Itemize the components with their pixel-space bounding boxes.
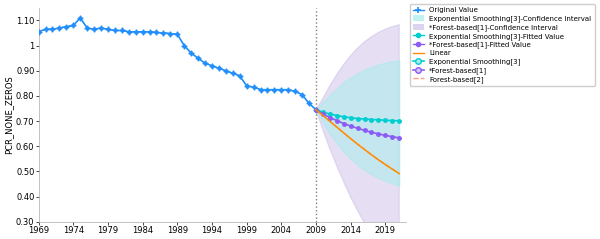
Legend: Original Value, Exponential Smoothing[3]-Confidence Interval, *Forest-based[1]-C: Original Value, Exponential Smoothing[3]… <box>410 4 595 86</box>
Y-axis label: PCR_NONE_ZEROS: PCR_NONE_ZEROS <box>4 75 13 154</box>
